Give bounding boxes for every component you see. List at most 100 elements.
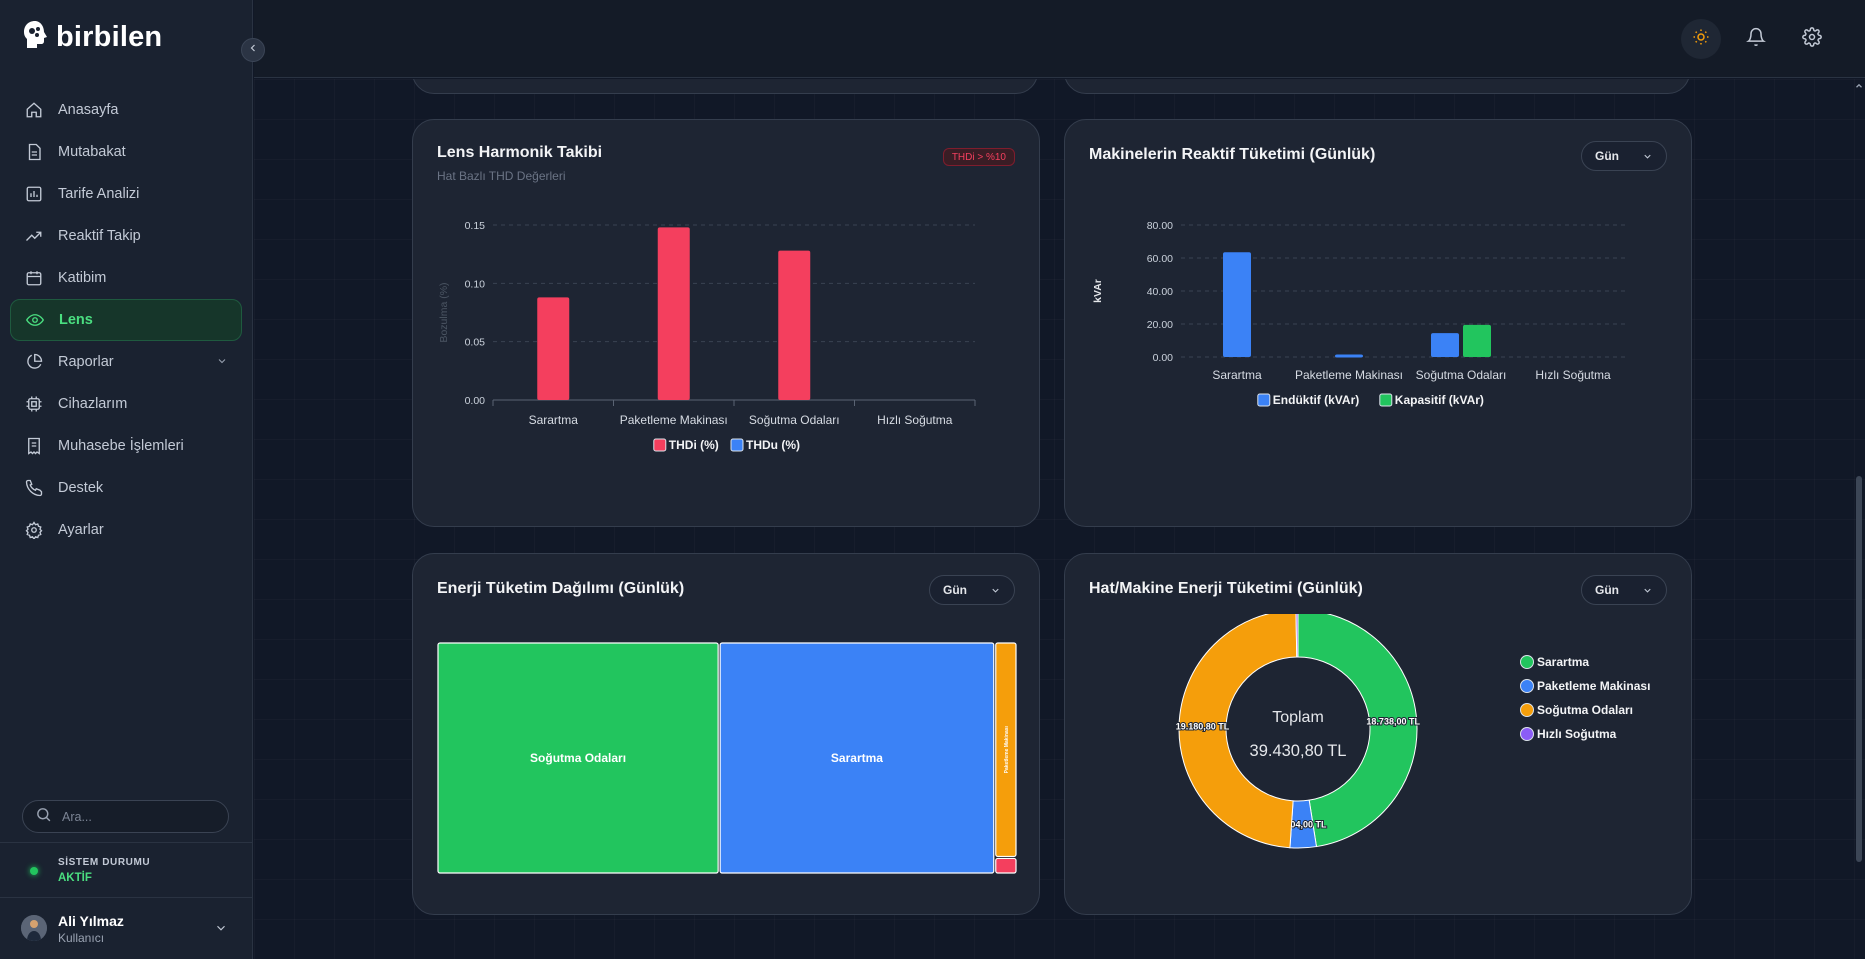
card-title: Makinelerin Reaktif Tüketimi (Günlük) [1089, 146, 1376, 163]
y-tick-label: 0.10 [465, 278, 486, 290]
top-header [254, 0, 1865, 78]
sidebar: birbilen Anasayfa Mutabakat Tarife Anali… [0, 0, 253, 959]
donut-center-value: 39.430,80 TL [1250, 742, 1347, 760]
sidebar-item-label: Mutabakat [58, 144, 126, 160]
system-status: SİSTEM DURUMU AKTİF [0, 842, 253, 898]
select-value: Gün [1595, 583, 1619, 597]
card-partial-right [1064, 79, 1690, 94]
threshold-badge: THDi > %10 [942, 148, 1015, 166]
x-tick-label: Hızlı Soğutma [1535, 368, 1611, 382]
user-menu[interactable]: Ali Yılmaz Kullanıcı [0, 899, 253, 959]
sidebar-collapse-button[interactable] [241, 38, 265, 62]
card-title: Hat/Makine Enerji Tüketimi (Günlük) [1089, 580, 1363, 597]
sidebar-item-label: Anasayfa [58, 102, 119, 118]
harmonic-chart: 0.00 0.05 0.10 0.15 Sarartma Paketleme Makina… [438, 220, 976, 452]
sidebar-search[interactable] [22, 800, 229, 833]
sidebar-item-label: Cihazlarım [58, 396, 128, 412]
sidebar-item-label: Katibim [58, 270, 107, 286]
x-tick-label: Paketleme Makinası [620, 413, 728, 427]
chip-icon [24, 394, 44, 414]
bar [1463, 324, 1491, 357]
theme-toggle-button[interactable] [1681, 19, 1721, 59]
pie-chart-icon [24, 352, 44, 372]
legend-label: Sarartma [1537, 655, 1589, 669]
treemap-cell [437, 642, 719, 874]
x-tick-label: Sarartma [1212, 368, 1262, 382]
scrollbar[interactable] [1853, 78, 1865, 959]
chevron-down-icon [1642, 585, 1653, 599]
y-tick-label: 40.00 [1147, 286, 1173, 298]
period-select[interactable]: Gün [1581, 575, 1667, 605]
card-title: Lens Harmonik Takibi [437, 144, 603, 161]
legend-swatch [653, 438, 667, 452]
legend-swatch [730, 438, 744, 452]
user-name: Ali Yılmaz [58, 913, 124, 929]
x-tick-label: Soğutma Odaları [1416, 368, 1507, 382]
document-icon [24, 142, 44, 162]
bell-icon [1746, 27, 1766, 52]
search-input[interactable] [62, 809, 212, 824]
gear-icon [24, 520, 44, 540]
card-subtitle: Hat Bazlı THD Değerleri [437, 169, 566, 183]
sidebar-item-tarife-analizi[interactable]: Tarife Analizi [10, 173, 242, 215]
sun-icon [1692, 28, 1710, 51]
select-value: Gün [1595, 149, 1619, 163]
sidebar-item-lens[interactable]: Lens [10, 299, 242, 341]
sidebar-item-mutabakat[interactable]: Mutabakat [10, 131, 242, 173]
user-role: Kullanıcı [58, 931, 105, 945]
sidebar-item-katibim[interactable]: Katibim [10, 257, 242, 299]
legend-label: Endüktif (kVAr) [1273, 393, 1359, 407]
y-tick-label: 60.00 [1147, 253, 1173, 265]
avatar [21, 915, 47, 941]
legend-label: THDi (%) [669, 438, 719, 452]
sidebar-item-raporlar[interactable]: Raporlar [10, 341, 242, 383]
chevron-left-icon [247, 41, 259, 59]
home-icon [24, 100, 44, 120]
bar [1335, 354, 1363, 358]
bar-chart-icon [24, 184, 44, 204]
sidebar-item-anasayfa[interactable]: Anasayfa [10, 89, 242, 131]
sidebar-item-reaktif-takip[interactable]: Reaktif Takip [10, 215, 242, 257]
y-tick-label: 80.00 [1147, 220, 1173, 232]
gear-icon [1802, 26, 1822, 52]
trend-up-icon [24, 226, 44, 246]
energy-treemap: Soğutma Odaları Sarartma Paketleme Makinas… [437, 642, 1017, 874]
x-tick-label: Soğutma Odaları [749, 413, 840, 427]
sidebar-item-destek[interactable]: Destek [10, 467, 242, 509]
period-select[interactable]: Gün [929, 575, 1015, 605]
chevron-up-icon [1854, 78, 1864, 96]
treemap-label: Paketleme Makinası [1004, 725, 1010, 773]
brand-logo[interactable]: birbilen [22, 20, 162, 55]
treemap-label: Sarartma [831, 751, 883, 765]
sidebar-item-muhasebe[interactable]: Muhasebe İşlemleri [10, 425, 242, 467]
chevron-down-icon[interactable] [214, 921, 228, 940]
bar [1431, 333, 1459, 357]
notifications-button[interactable] [1736, 19, 1776, 59]
period-select[interactable]: Gün [1581, 141, 1667, 171]
status-dot [30, 867, 38, 875]
y-tick-label: 0.00 [465, 395, 486, 407]
reactive-card: Makinelerin Reaktif Tüketimi (Günlük) Gü… [1064, 119, 1692, 527]
donut-center-label: Toplam [1272, 709, 1324, 726]
card-partial-left [412, 79, 1038, 94]
receipt-icon [24, 436, 44, 456]
scroll-thumb[interactable] [1856, 476, 1862, 862]
legend-label: THDu (%) [746, 438, 800, 452]
harmonic-card: Lens Harmonik Takibi Hat Bazlı THD Değer… [412, 119, 1040, 527]
legend-swatch [1520, 655, 1534, 669]
sidebar-item-label: Tarife Analizi [58, 186, 140, 202]
x-tick-label: Hızlı Soğutma [877, 413, 953, 427]
sidebar-item-ayarlar[interactable]: Ayarlar [10, 509, 242, 551]
sidebar-item-cihazlarim[interactable]: Cihazlarım [10, 383, 242, 425]
sidebar-nav: Anasayfa Mutabakat Tarife Analizi Reakti… [10, 89, 242, 551]
y-tick-label: 20.00 [1147, 319, 1173, 331]
select-value: Gün [943, 583, 967, 597]
calendar-icon [24, 268, 44, 288]
legend-label: Paketleme Makinası [1537, 679, 1650, 693]
settings-button[interactable] [1792, 19, 1832, 59]
chevron-down-icon [990, 585, 1001, 599]
chevron-down-icon[interactable] [216, 355, 228, 371]
legend-swatch [1257, 393, 1271, 407]
donut-value-label: 18.738,00 TL [1366, 717, 1420, 727]
